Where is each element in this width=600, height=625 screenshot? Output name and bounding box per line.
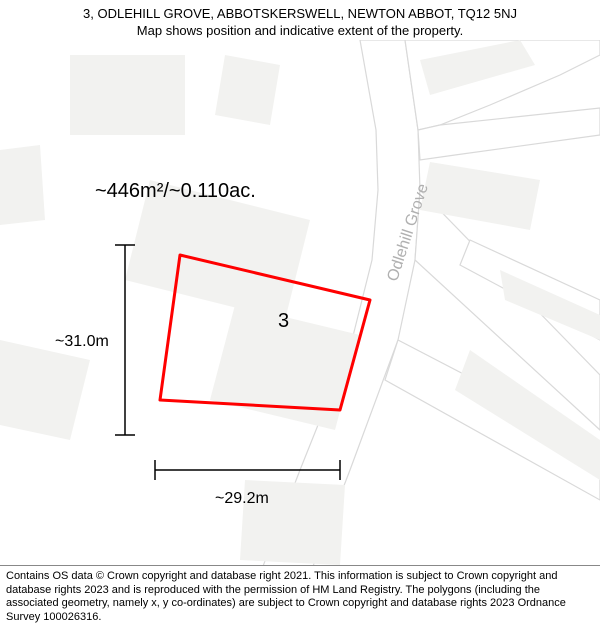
- map-svg: [0, 40, 600, 565]
- address-title: 3, ODLEHILL GROVE, ABBOTSKERSWELL, NEWTO…: [0, 6, 600, 23]
- building-1: [215, 55, 280, 125]
- building-2: [0, 145, 45, 225]
- header: 3, ODLEHILL GROVE, ABBOTSKERSWELL, NEWTO…: [0, 0, 600, 40]
- map-subtitle: Map shows position and indicative extent…: [0, 23, 600, 40]
- area-label: ~446m²/~0.110ac.: [95, 180, 256, 203]
- building-0: [70, 55, 185, 135]
- copyright-footer: Contains OS data © Crown copyright and d…: [0, 566, 600, 625]
- dimension-horizontal-label: ~29.2m: [215, 490, 269, 508]
- dimension-vertical-label: ~31.0m: [55, 333, 109, 351]
- map-area: ~446m²/~0.110ac. 3 Odlehill Grove ~31.0m…: [0, 40, 600, 565]
- plot-number: 3: [278, 310, 289, 333]
